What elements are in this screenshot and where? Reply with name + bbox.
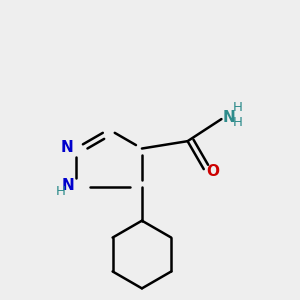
Text: O: O <box>206 164 219 179</box>
Text: H: H <box>232 101 243 114</box>
Text: H: H <box>232 116 243 129</box>
Text: H: H <box>55 185 65 198</box>
Text: N: N <box>61 140 73 154</box>
Text: N: N <box>223 110 236 125</box>
Text: N: N <box>61 178 74 193</box>
